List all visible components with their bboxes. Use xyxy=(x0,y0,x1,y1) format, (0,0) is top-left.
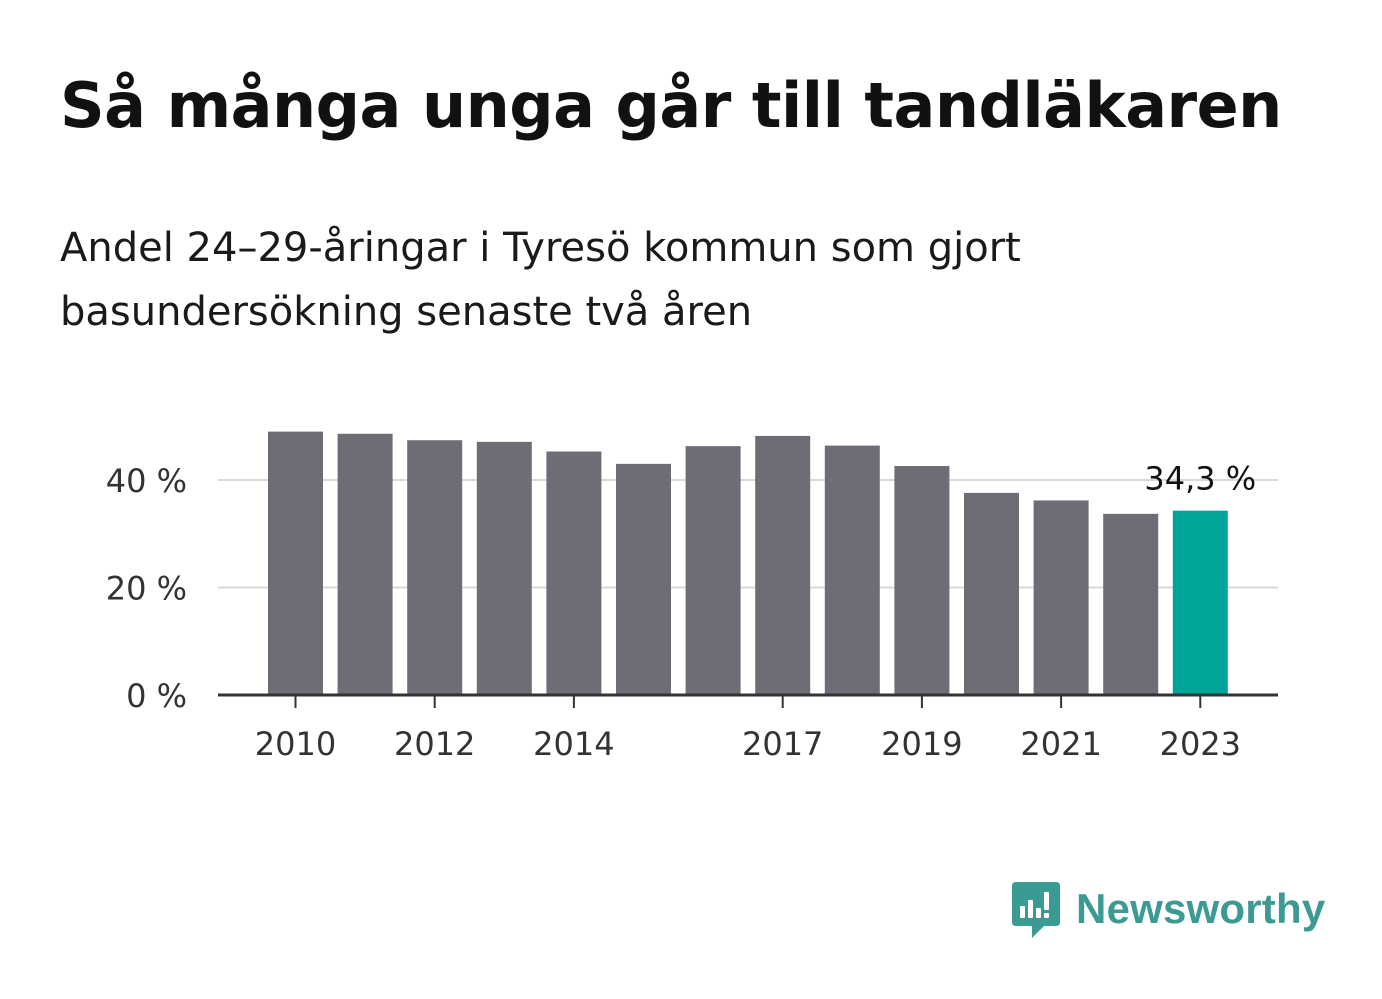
bar xyxy=(685,446,741,695)
chart-subtitle: Andel 24–29-åringar i Tyresö kommun som … xyxy=(60,225,1021,335)
x-tick-label: 2012 xyxy=(394,725,475,763)
bar xyxy=(407,440,463,695)
x-tick-label: 2014 xyxy=(533,725,614,763)
bar xyxy=(268,431,323,695)
axes xyxy=(218,693,1278,708)
newsworthy-logo-icon xyxy=(1012,882,1060,938)
labels: 0 % 20 % 40 % 2010 2012 2014 2017 2019 2021 2023 3… xyxy=(106,460,1257,763)
chart-title: Så många unga går till tandläkaren xyxy=(60,69,1282,142)
bar xyxy=(616,463,671,695)
y-tick-label: 40 % xyxy=(106,462,187,500)
y-tick-label: 0 % xyxy=(126,677,187,715)
x-tick-label: 2017 xyxy=(742,725,823,763)
bar xyxy=(1033,500,1089,695)
y-tick-label: 20 % xyxy=(106,570,187,608)
bar xyxy=(1103,513,1159,695)
bar xyxy=(546,451,602,695)
newsworthy-logo: Newsworthy xyxy=(1010,878,1325,940)
bars xyxy=(268,431,1228,695)
bar xyxy=(337,433,393,695)
bar xyxy=(1172,510,1228,695)
bar xyxy=(755,435,811,695)
x-tick-label: 2023 xyxy=(1160,725,1241,763)
bar xyxy=(894,466,950,695)
brand-name: Newsworthy xyxy=(1076,885,1326,932)
x-tick-label: 2019 xyxy=(881,725,962,763)
bar xyxy=(824,445,880,695)
x-tick-label: 2021 xyxy=(1020,725,1101,763)
bar xyxy=(476,441,532,695)
data-label: 34,3 % xyxy=(1144,460,1256,498)
x-tick-label: 2010 xyxy=(255,725,336,763)
gridlines xyxy=(218,479,1278,589)
bar xyxy=(964,492,1019,695)
